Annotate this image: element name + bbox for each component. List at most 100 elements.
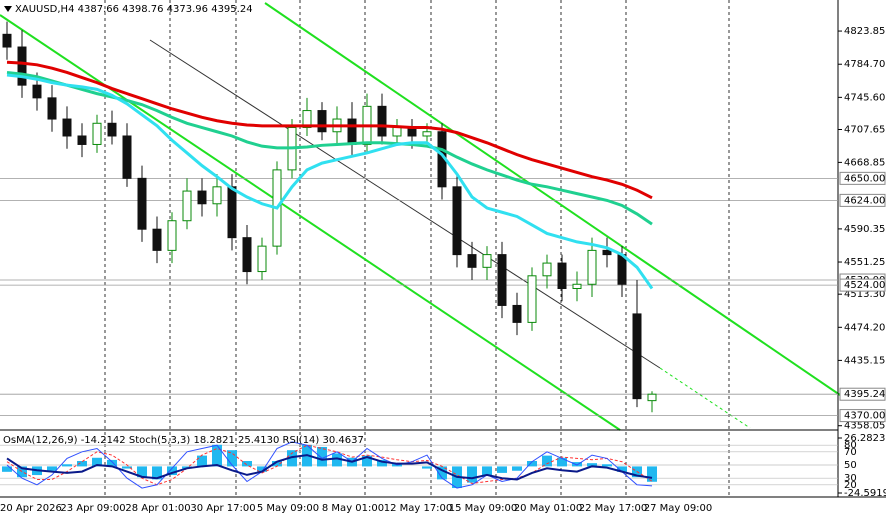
candle-body: [77, 135, 87, 145]
osma-bar: [257, 466, 267, 472]
level-label: 4370.00: [844, 411, 885, 422]
y-tick-label: 26.2823: [844, 433, 885, 444]
osma-bar: [527, 461, 537, 467]
candle-body: [512, 304, 522, 323]
y2-tick-label: 50: [844, 460, 857, 471]
candle-body: [602, 249, 612, 256]
y2-tick-label: 30: [844, 473, 857, 484]
osma-bar: [542, 455, 552, 467]
osma-bar: [137, 466, 147, 478]
osma-bar: [377, 459, 387, 467]
x-tick-label: 27 May 09:00: [644, 503, 713, 514]
candle-body: [572, 283, 582, 290]
y-tick-label: 4590.35: [844, 224, 885, 235]
candle-body: [257, 245, 267, 273]
y-tick-label: 4474.20: [844, 322, 885, 333]
level-label-box: [839, 387, 886, 401]
y-tick-label: 4823.85: [844, 26, 885, 37]
y-tick-label: 4435.15: [844, 355, 885, 366]
candle-body: [542, 262, 552, 277]
osma-bar: [557, 457, 567, 467]
candle-body: [347, 118, 357, 145]
osma-bar: [152, 466, 162, 480]
candle-body: [62, 118, 72, 137]
osma-bar: [437, 466, 447, 480]
level-label: 4524.00: [844, 280, 885, 291]
y-tick-label: 4358.05: [844, 421, 885, 432]
candle-body: [587, 249, 597, 285]
candle-body: [557, 262, 567, 290]
candle-body: [302, 110, 312, 129]
level-label-box: [839, 193, 886, 207]
osma-bar: [362, 455, 372, 467]
candle-body: [392, 127, 402, 137]
osma-bar: [242, 461, 252, 467]
osma-bar: [587, 463, 597, 467]
osma-bar: [272, 461, 282, 467]
stoch-main-line: [6, 441, 653, 489]
candle-body: [47, 97, 57, 120]
x-tick-label: 5 May 09:00: [257, 503, 319, 514]
x-tick-label: 8 May 01:00: [322, 503, 384, 514]
candle-body: [32, 84, 42, 99]
osma-bar: [92, 457, 102, 467]
candle-body: [227, 186, 237, 239]
osma-bar: [17, 466, 27, 478]
y-tick-label: 4551.25: [844, 257, 885, 268]
indicator-header: OsMA(12,26,9) -14.2142 Stoch(5,3,3) 18.2…: [3, 435, 364, 446]
level-label: 4395.24: [844, 389, 885, 400]
candle-body: [647, 393, 657, 402]
moving-average: [6, 60, 653, 200]
osma-bar: [422, 466, 432, 469]
level-label-box: [839, 278, 886, 292]
y-tick-label: 4707.65: [844, 125, 885, 136]
rsi-line: [6, 454, 653, 481]
osma-bar: [512, 466, 522, 471]
x-tick-label: 30 Apr 17:00: [190, 503, 255, 514]
candle-body: [497, 254, 507, 306]
y2-tick-label: 20: [844, 480, 857, 491]
y-tick-label: -24.5919: [844, 488, 886, 499]
candle-body: [152, 228, 162, 251]
candle-body: [17, 46, 27, 86]
x-tick-label: 20 May 01:00: [514, 503, 583, 514]
osma-bar: [332, 453, 342, 467]
candle-body: [242, 237, 252, 273]
candle-body: [632, 313, 642, 400]
y-tick-label: 4668.85: [844, 157, 885, 168]
osma-bar: [602, 464, 612, 467]
symbol-menu-arrow[interactable]: [4, 6, 12, 12]
osma-bar: [287, 450, 297, 467]
chart-header: XAUUSD,H4 4387.66 4398.76 4373.96 4395.2…: [15, 4, 253, 15]
x-tick-label: 15 May 09:00: [449, 503, 518, 514]
stoch-signal-line: [6, 444, 653, 486]
candle-body: [137, 177, 147, 230]
osma-bar: [572, 462, 582, 467]
osma-bar: [167, 466, 177, 476]
candle-body: [182, 190, 192, 222]
y2-tick-label: 80: [844, 440, 857, 451]
candle-body: [212, 186, 222, 205]
osma-bar: [647, 466, 657, 482]
x-tick-label: 22 May 17:00: [579, 503, 648, 514]
candle-body: [452, 186, 462, 256]
x-tick-label: 23 Apr 09:00: [60, 503, 125, 514]
osma-bar: [107, 459, 117, 467]
osma-bar: [617, 466, 627, 472]
osma-bar: [2, 466, 12, 472]
candle-body: [197, 190, 207, 205]
osma-bar: [227, 450, 237, 467]
candle-body: [377, 105, 387, 137]
candle-body: [92, 122, 102, 145]
candle-body: [482, 254, 492, 268]
moving-average: [6, 73, 654, 290]
candle-body: [167, 220, 177, 251]
level-label: 4624.00: [844, 195, 885, 206]
level-label-box: [839, 171, 886, 185]
candle-body: [467, 254, 477, 268]
y-tick-label: 4513.30: [844, 289, 885, 300]
osma-bar: [212, 444, 222, 467]
osma-bar: [62, 464, 72, 467]
